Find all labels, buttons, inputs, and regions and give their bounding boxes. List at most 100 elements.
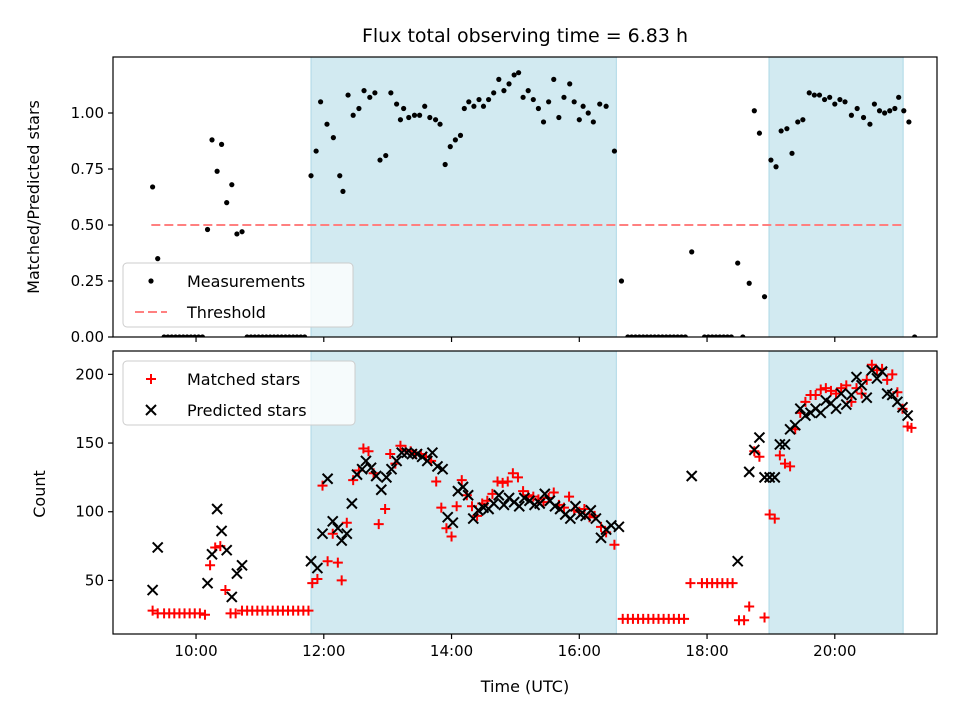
data-point xyxy=(632,334,639,337)
data-point xyxy=(679,613,690,624)
data-point xyxy=(789,419,801,431)
data-point xyxy=(644,334,650,337)
data-point xyxy=(887,108,893,114)
data-point xyxy=(580,103,586,109)
data-point xyxy=(427,114,433,121)
data-point xyxy=(252,334,258,337)
data-point xyxy=(701,334,708,337)
data-point xyxy=(211,503,223,515)
data-point xyxy=(451,501,462,512)
data-point xyxy=(230,608,241,619)
data-point xyxy=(361,88,367,94)
data-point xyxy=(446,531,457,542)
data-point xyxy=(590,119,596,125)
data-point xyxy=(337,173,343,179)
data-point xyxy=(341,528,353,540)
data-point xyxy=(748,444,761,456)
data-point xyxy=(713,334,719,337)
data-point xyxy=(625,334,631,337)
data-point xyxy=(192,334,198,337)
bottom-panel-counts: 50 100 150 200 10:00 12:00 14:00 16:00 18:00 20:0… xyxy=(75,350,938,660)
data-point xyxy=(397,117,404,123)
data-point xyxy=(442,161,448,168)
data-point xyxy=(768,157,774,163)
data-point xyxy=(346,497,358,510)
data-point xyxy=(896,401,909,414)
data-point xyxy=(576,117,582,123)
data-point xyxy=(220,544,233,556)
data-point xyxy=(689,249,695,255)
top-y-axis-label: Matched/Predicted stars xyxy=(24,100,43,294)
data-point xyxy=(525,88,531,94)
data-point xyxy=(886,389,898,401)
data-point xyxy=(709,334,715,337)
data-point xyxy=(686,470,698,482)
x-tick-label: 16:00 xyxy=(558,642,601,660)
data-point xyxy=(244,334,250,337)
data-point xyxy=(383,152,389,159)
data-point xyxy=(887,369,898,380)
plot-area-0 xyxy=(150,70,918,337)
data-point xyxy=(811,92,817,98)
data-point xyxy=(512,472,523,483)
data-point xyxy=(487,497,500,510)
data-point xyxy=(789,150,795,156)
data-point xyxy=(421,455,433,467)
data-point xyxy=(303,605,314,616)
data-point xyxy=(363,446,374,457)
data-point xyxy=(411,112,418,118)
x-tick-label: 12:00 xyxy=(302,642,345,660)
data-point xyxy=(380,503,391,514)
data-point xyxy=(740,334,746,337)
data-point xyxy=(432,117,439,123)
data-point xyxy=(585,504,597,517)
data-point xyxy=(613,521,625,533)
data-point xyxy=(350,112,356,118)
data-point xyxy=(861,392,873,404)
data-point xyxy=(609,539,620,550)
observing-window-2 xyxy=(768,56,904,338)
axes-frame xyxy=(112,350,938,635)
data-point xyxy=(385,463,398,475)
data-point xyxy=(892,105,898,112)
data-point xyxy=(155,256,161,262)
data-point xyxy=(743,466,755,478)
y-tick-label: 200 xyxy=(75,365,104,383)
data-point xyxy=(312,574,323,585)
data-point xyxy=(640,334,646,337)
data-point xyxy=(330,135,336,141)
legend-marker xyxy=(146,374,156,384)
data-point xyxy=(506,81,512,87)
data-point xyxy=(663,334,669,337)
top-chart-title: Flux total observing time = 6.83 h xyxy=(362,25,688,47)
data-point xyxy=(396,446,408,459)
legend-label: Measurements xyxy=(187,272,305,291)
data-point xyxy=(779,458,790,469)
data-point xyxy=(882,374,893,385)
data-point xyxy=(206,548,218,561)
data-point xyxy=(492,476,503,487)
data-point xyxy=(744,601,755,612)
data-point xyxy=(815,407,827,419)
axes-frame xyxy=(112,56,938,338)
data-point xyxy=(199,334,206,337)
data-point xyxy=(850,371,863,383)
data-point xyxy=(603,103,609,109)
data-point xyxy=(836,383,847,394)
data-point xyxy=(447,517,459,529)
data-point xyxy=(821,96,828,103)
data-point xyxy=(685,578,696,589)
data-point xyxy=(564,491,575,502)
data-point xyxy=(501,88,507,94)
y-tick-label: 1.00 xyxy=(71,104,104,122)
data-point xyxy=(611,148,618,154)
data-point xyxy=(585,110,591,116)
data-point xyxy=(226,591,238,603)
data-point xyxy=(866,364,878,376)
data-point xyxy=(267,334,273,337)
data-point xyxy=(841,380,852,391)
data-point xyxy=(876,365,888,378)
data-point xyxy=(271,334,277,337)
data-point xyxy=(498,499,510,511)
data-point xyxy=(652,334,658,337)
